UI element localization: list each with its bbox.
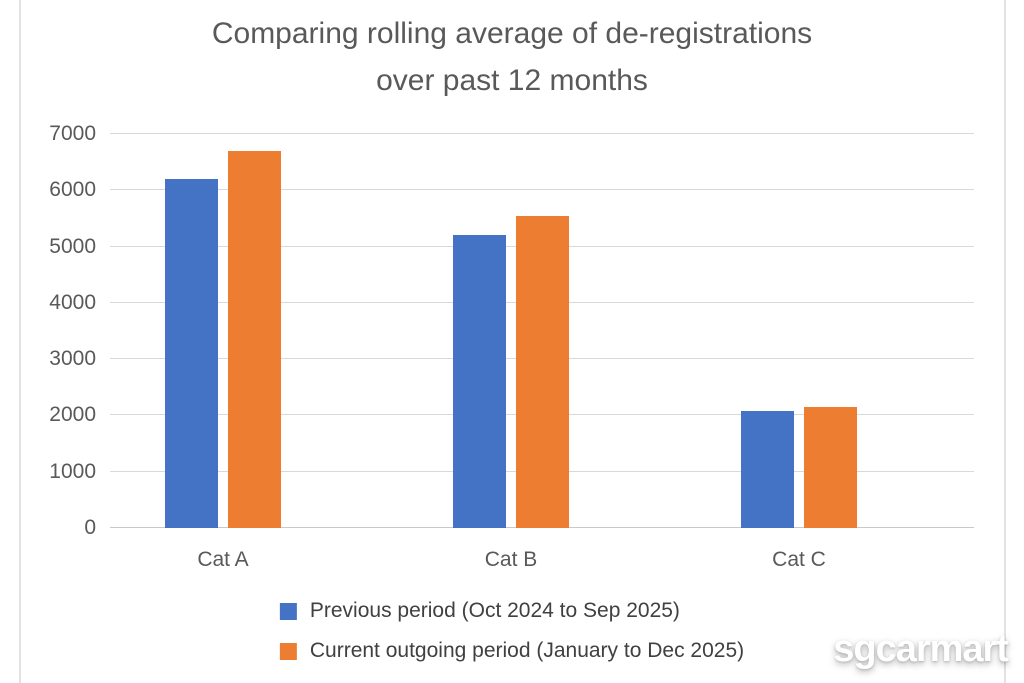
legend-item-series-2: Current outgoing period (January to Dec … xyxy=(279,639,745,663)
y-axis-tick-label-6000: 6000 xyxy=(49,178,96,202)
bar-cat-a-series-2 xyxy=(228,150,281,528)
frame-border-left xyxy=(19,0,21,683)
y-axis-tick-label-2000: 2000 xyxy=(49,403,96,427)
y-axis: 0 1000 2000 3000 4000 5000 6000 7000 xyxy=(0,122,96,539)
chart-title: Comparing rolling average of de-registra… xyxy=(0,10,1024,104)
watermark-logo: sgcarmart xyxy=(833,628,1009,670)
x-axis-label-cat-b: Cat B xyxy=(484,548,538,571)
bar-group-cat-b xyxy=(367,134,655,528)
gridline-7000 xyxy=(110,133,974,134)
bar-cat-c-series-1 xyxy=(741,410,794,528)
legend-item-series-1: Previous period (Oct 2024 to Sep 2025) xyxy=(279,599,744,623)
frame-border-right xyxy=(1004,0,1006,683)
legend-swatch-icon xyxy=(279,642,297,660)
bar-group-cat-c xyxy=(655,134,943,528)
x-axis-label-cat-a: Cat A xyxy=(197,548,249,571)
bar-cat-b-series-2 xyxy=(516,215,569,528)
chart-title-line-1: Comparing rolling average of de-registra… xyxy=(211,17,813,50)
bars-area xyxy=(79,134,943,528)
legend-label: Previous period (Oct 2024 to Sep 2025) xyxy=(309,599,680,622)
gridline-6000 xyxy=(110,189,974,191)
y-axis-tick-label-4000: 4000 xyxy=(49,290,96,314)
x-axis-labels: Cat A Cat B Cat C xyxy=(79,548,943,572)
legend-label: Current outgoing period (January to Dec … xyxy=(309,639,745,662)
chart-title-line-2: over past 12 months xyxy=(376,64,648,97)
y-axis-tick-label-5000: 5000 xyxy=(49,234,96,258)
bar-cat-b-series-1 xyxy=(453,235,506,528)
x-axis-label-cat-c: Cat C xyxy=(772,548,826,571)
y-axis-tick-label-7000: 7000 xyxy=(49,122,96,145)
y-axis-tick-label-0: 0 xyxy=(84,516,96,539)
y-axis-tick-label-1000: 1000 xyxy=(49,459,96,483)
bar-group-cat-a xyxy=(79,134,367,528)
plot-area xyxy=(110,133,974,528)
legend-swatch-icon xyxy=(279,602,297,620)
y-axis-tick-label-3000: 3000 xyxy=(49,347,96,371)
legend: Previous period (Oct 2024 to Sep 2025) Cu… xyxy=(279,599,745,679)
bar-cat-c-series-2 xyxy=(804,407,857,528)
bar-cat-a-series-1 xyxy=(165,179,218,528)
